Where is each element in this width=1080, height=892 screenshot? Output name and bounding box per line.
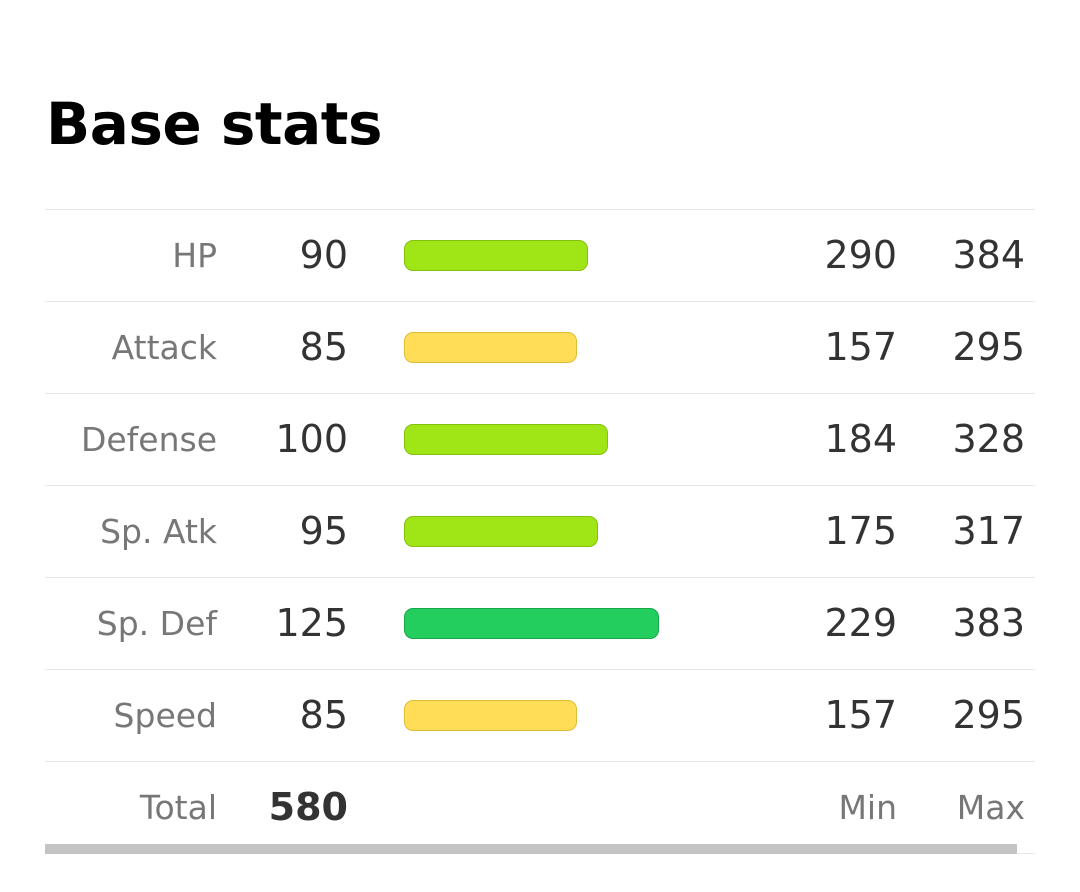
stat-label: Sp. Def [96, 604, 217, 643]
stat-min-value: 290 [824, 233, 897, 277]
stat-min-value: 157 [824, 325, 897, 369]
max-column-header: Max [956, 788, 1025, 827]
stat-label: Defense [80, 420, 217, 459]
total-value: 580 [268, 785, 348, 829]
stat-base-value: 85 [299, 693, 348, 737]
stat-bar [404, 424, 608, 455]
stat-row-defense: Defense 100 184 328 [45, 393, 1035, 485]
stat-base-value: 125 [275, 601, 348, 645]
stat-bar-track [404, 332, 804, 365]
stat-row-speed: Speed 85 157 295 [45, 669, 1035, 761]
stat-max-value: 384 [952, 233, 1025, 277]
stat-min-value: 175 [824, 509, 897, 553]
stat-bar-track [404, 240, 804, 273]
stat-max-value: 328 [952, 417, 1025, 461]
stat-label: HP [172, 236, 217, 275]
stat-base-value: 100 [275, 417, 348, 461]
stat-min-value: 229 [824, 601, 897, 645]
stat-bar [404, 332, 577, 363]
stat-bar-track [404, 516, 804, 549]
stat-max-value: 295 [952, 325, 1025, 369]
stat-min-value: 184 [824, 417, 897, 461]
stat-base-value: 85 [299, 325, 348, 369]
page-title: Base stats [46, 90, 383, 158]
stat-label: Sp. Atk [100, 512, 217, 551]
stat-min-value: 157 [824, 693, 897, 737]
base-stats-table: HP 90 290 384 Attack 85 157 295 Defense … [45, 209, 1035, 854]
horizontal-scrollbar[interactable] [45, 844, 1017, 854]
min-column-header: Min [838, 788, 897, 827]
total-label: Total [139, 788, 217, 827]
stat-label: Speed [113, 696, 217, 735]
stat-max-value: 317 [952, 509, 1025, 553]
stat-bar-track [404, 700, 804, 733]
stat-row-sp-def: Sp. Def 125 229 383 [45, 577, 1035, 669]
stat-bar [404, 516, 598, 547]
stat-bar [404, 240, 588, 271]
stat-max-value: 295 [952, 693, 1025, 737]
stat-max-value: 383 [952, 601, 1025, 645]
stat-base-value: 95 [299, 509, 348, 553]
stat-bar-track [404, 608, 804, 641]
stat-label: Attack [111, 328, 217, 367]
stat-bar-track [404, 424, 804, 457]
stat-row-attack: Attack 85 157 295 [45, 301, 1035, 393]
stat-row-hp: HP 90 290 384 [45, 209, 1035, 301]
stat-bar [404, 608, 659, 639]
stat-row-sp-atk: Sp. Atk 95 175 317 [45, 485, 1035, 577]
stat-row-total: Total 580 Min Max [45, 761, 1035, 854]
stat-base-value: 90 [299, 233, 348, 277]
stat-bar [404, 700, 577, 731]
